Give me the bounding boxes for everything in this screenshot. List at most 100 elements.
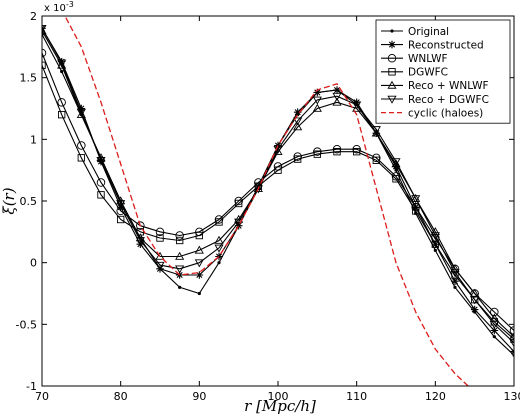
data-point-reconstructed [195, 271, 204, 279]
data-point-dgwfc [215, 218, 223, 226]
data-point-reco-wnlwf [332, 97, 342, 106]
data-point-reconstructed [77, 104, 86, 113]
legend-entry-reco-wnlwf: Reco + WNLWF [381, 80, 489, 92]
data-point-wnlwf [490, 307, 499, 317]
tick-layer: 70 80 90 100 110 120 130 -1 -0.5 0 0.5 1 1.5 2 [16, 10, 520, 403]
data-point-reco-dgwfc [76, 108, 86, 117]
legend-label: Reco + DGWFC [408, 94, 489, 106]
data-point-reco-wnlwf [470, 288, 480, 297]
data-point-dgwfc [234, 199, 243, 208]
data-point-wnlwf [293, 152, 302, 161]
y-multiplier-label: x 10-3 [44, 0, 74, 14]
data-point-reco-dgwfc [352, 101, 362, 110]
x-tick-label: 110 [346, 390, 367, 403]
series-line-dgwfc [42, 65, 514, 340]
y-tick-label: 1.5 [20, 72, 38, 85]
legend-entry-reco-dgwfc: Reco + DGWFC [381, 94, 489, 106]
data-point-wnlwf [509, 326, 514, 335]
y-tick-label: 1 [30, 133, 37, 146]
data-point-reco-dgwfc [470, 296, 480, 305]
legend-marker [390, 29, 394, 33]
data-point-reconstructed [470, 305, 479, 314]
data-point-dgwfc [116, 215, 125, 224]
data-point-reco-dgwfc [371, 126, 381, 135]
legend-marker [388, 68, 396, 76]
x-tick-label: 130 [504, 390, 520, 403]
series-line-cyclic-haloes [64, 16, 470, 386]
legend-label: Original [408, 26, 449, 38]
y-tick-label: 2 [30, 10, 37, 23]
data-point-reco-dgwfc [155, 261, 165, 270]
y-tick-label: -1 [26, 380, 37, 393]
data-point-original [197, 291, 201, 296]
data-point-wnlwf [96, 178, 106, 187]
x-axis-title: r [Mpc/h] [244, 397, 316, 415]
data-point-reco-dgwfc [194, 259, 204, 268]
data-point-dgwfc [77, 154, 86, 162]
data-point-wnlwf [57, 98, 66, 107]
data-point-reco-dgwfc [430, 232, 440, 241]
series-cyclic-haloes [64, 16, 470, 386]
data-point-dgwfc [293, 155, 302, 163]
data-point-reco-wnlwf [155, 251, 165, 260]
legend-label: Reconstructed [408, 39, 484, 51]
legend-marker [388, 40, 396, 49]
data-point-dgwfc [392, 175, 400, 183]
legend-entry-dgwfc: DGWFC [381, 67, 448, 79]
data-point-reco-dgwfc [175, 265, 185, 274]
data-point-reco-dgwfc [42, 25, 47, 34]
data-point-dgwfc [156, 234, 164, 242]
data-point-reco-dgwfc [253, 185, 263, 194]
data-point-original [453, 285, 457, 289]
data-point-wnlwf [352, 144, 361, 154]
data-point-wnlwf [214, 215, 224, 224]
data-point-reco-wnlwf [411, 193, 421, 202]
legend-marker [387, 53, 397, 63]
data-point-original [492, 335, 496, 339]
data-point-original [433, 248, 437, 252]
data-point-reconstructed [313, 88, 322, 97]
data-point-dgwfc [333, 147, 341, 156]
legend-marker [387, 95, 397, 104]
data-point-reco-dgwfc [332, 92, 342, 101]
x-tick-label: 70 [35, 390, 49, 403]
data-point-wnlwf [372, 153, 381, 163]
x-tick-label: 90 [192, 390, 206, 403]
series-reco-dgwfc [42, 25, 514, 348]
data-point-reco-wnlwf [42, 26, 47, 35]
x-tick-label: 80 [114, 390, 128, 403]
data-point-wnlwf [155, 227, 165, 237]
data-point-reco-wnlwf [293, 122, 303, 131]
series-layer [42, 16, 514, 386]
data-point-dgwfc [313, 150, 322, 158]
data-point-dgwfc [352, 147, 361, 156]
data-point-original [217, 261, 221, 265]
data-point-reconstructed [293, 108, 302, 116]
x-tick-label: 120 [425, 390, 446, 403]
x-tick-label: 100 [268, 390, 289, 403]
data-point-reconstructed [451, 277, 459, 285]
data-point-wnlwf [391, 172, 401, 181]
data-point-wnlwf [77, 141, 86, 150]
data-point-wnlwf [332, 144, 342, 154]
data-point-reco-dgwfc [96, 156, 106, 166]
data-point-dgwfc [195, 231, 204, 240]
legend-label: cyclic (haloes) [408, 107, 483, 119]
legend-label: WNLWF [408, 53, 448, 65]
data-point-reco-wnlwf [391, 159, 401, 168]
data-point-reco-dgwfc [57, 59, 67, 68]
y-tick-label: 0 [30, 257, 37, 270]
data-point-reco-dgwfc [411, 195, 421, 204]
data-point-wnlwf [175, 231, 184, 240]
data-point-dgwfc [57, 110, 66, 119]
y-tick-label: -0.5 [16, 318, 37, 331]
data-point-reco-wnlwf [273, 146, 283, 155]
data-point-reco-wnlwf [194, 245, 204, 254]
data-point-dgwfc [411, 207, 420, 215]
data-point-reco-dgwfc [293, 117, 303, 126]
data-point-dgwfc [175, 236, 184, 245]
data-point-reco-dgwfc [214, 244, 224, 253]
data-point-reco-wnlwf [312, 103, 322, 112]
